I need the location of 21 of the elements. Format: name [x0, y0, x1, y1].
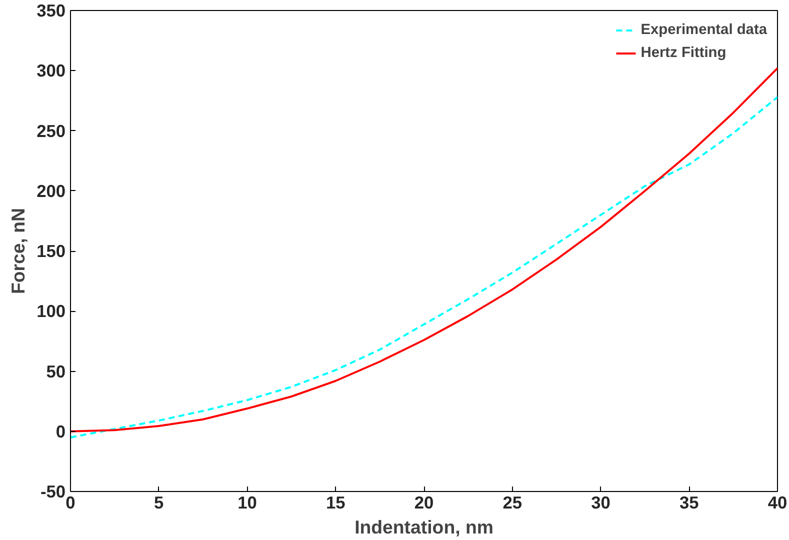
y-axis-title: Force, nN	[8, 208, 29, 294]
y-tick-label: 200	[36, 180, 66, 201]
x-tick-label: 30	[591, 492, 610, 512]
legend-label: Hertz Fitting	[640, 45, 726, 61]
x-tick-label: 40	[768, 492, 788, 512]
x-axis-title: Indentation, nm	[354, 516, 494, 538]
x-tick-label: 20	[414, 492, 434, 512]
y-tick-label: 350	[36, 0, 66, 20]
y-tick-label: -50	[40, 482, 66, 502]
y-tick-label: 300	[36, 60, 66, 81]
y-tick-label: 0	[56, 421, 66, 442]
y-tick-label: 100	[36, 301, 66, 322]
y-tick-label: 250	[36, 120, 66, 141]
y-tick-label: 50	[46, 361, 66, 382]
x-tick-label: 25	[502, 492, 522, 512]
x-tick-label: 5	[154, 492, 164, 512]
x-tick-label: 35	[679, 492, 700, 512]
x-tick-label: 15	[326, 492, 346, 512]
x-tick-label: 10	[238, 492, 257, 512]
legend-label: Experimental data	[640, 22, 767, 38]
y-tick-label: 150	[36, 241, 66, 261]
